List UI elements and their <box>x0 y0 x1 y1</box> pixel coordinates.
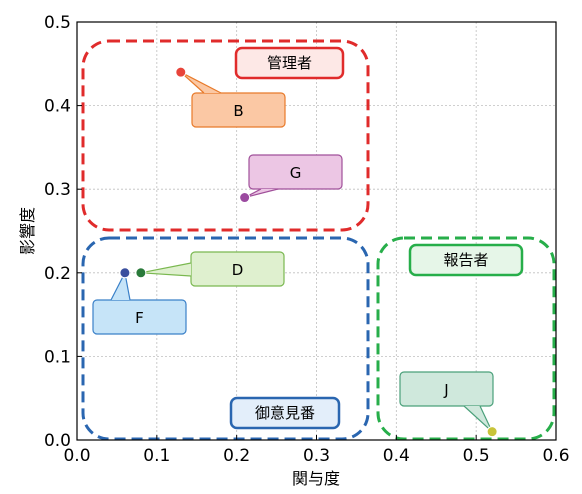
group-label: 御意見番 <box>255 404 315 422</box>
callout-pointer <box>140 263 191 276</box>
callout-box <box>92 299 187 335</box>
callout-b: B <box>180 71 286 128</box>
point-b <box>175 66 187 78</box>
x-tick-label: 0.1 <box>143 446 170 466</box>
y-tick-label: 0.2 <box>44 264 71 284</box>
group-box <box>81 39 370 232</box>
x-tick-label: 0.4 <box>383 446 410 466</box>
group-label: 管理者 <box>267 54 312 72</box>
callout-box <box>248 154 343 190</box>
callout-box <box>399 371 494 407</box>
y-tick-label: 0.3 <box>44 180 71 200</box>
group-label-box <box>229 396 341 430</box>
point-d <box>135 267 147 279</box>
callout-label: B <box>233 102 243 120</box>
x-tick-label: 0.6 <box>542 446 569 466</box>
axis-ticks: 0.0 0.1 0.2 0.3 0.4 0.5 0.6 0.0 0.1 0.2 0.3 0.4 0.5 <box>44 13 570 466</box>
y-tick-label: 0.0 <box>44 431 71 451</box>
point-callouts: B G D F J <box>92 71 494 433</box>
point-j <box>486 426 498 438</box>
y-tick-label: 0.5 <box>44 13 71 33</box>
callout-label: F <box>135 309 144 327</box>
callout-f: F <box>92 270 187 335</box>
group-label: 報告者 <box>443 251 488 269</box>
y-tick-label: 0.1 <box>44 347 71 367</box>
y-tick-label: 0.4 <box>44 97 71 117</box>
group-box <box>81 236 370 441</box>
callout-box <box>191 92 286 128</box>
callout-pointer-edge <box>180 71 222 94</box>
group-2: 御意見番 <box>81 236 370 441</box>
group-label-box <box>234 46 345 80</box>
group-1: 管理者 <box>81 39 370 232</box>
callout-label: J <box>443 381 448 399</box>
callout-g: G <box>244 154 343 199</box>
group-box <box>376 236 556 441</box>
group-3: 報告者 <box>376 236 556 441</box>
x-tick-label: 0.5 <box>463 446 490 466</box>
callout-pointer <box>111 272 130 300</box>
callout-d: D <box>140 251 285 287</box>
point-f <box>119 267 131 279</box>
x-tick-label: 0.3 <box>303 446 330 466</box>
group-label-box <box>408 243 524 277</box>
x-tick-label: 0.2 <box>223 446 250 466</box>
x-axis-label: 関与度 <box>292 469 340 488</box>
callout-label: G <box>290 164 302 182</box>
y-axis-label: 影響度 <box>18 207 37 255</box>
callout-j: J <box>399 371 494 433</box>
x-tick-label: 0.0 <box>63 446 90 466</box>
callout-label: D <box>232 261 244 279</box>
point-g <box>239 192 251 204</box>
data-points <box>119 66 498 438</box>
